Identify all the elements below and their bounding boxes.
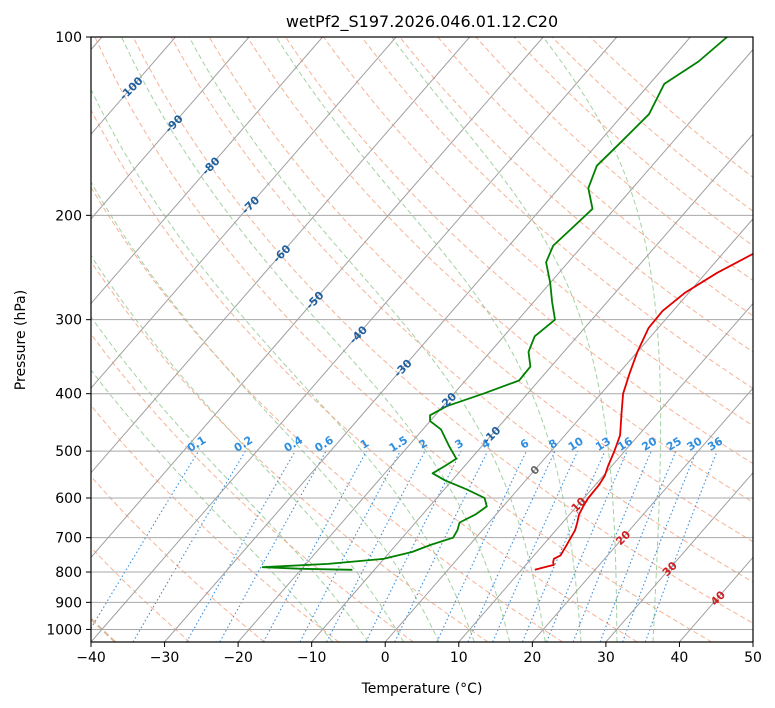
dry-adiabat-line xyxy=(132,37,753,624)
dewpoint-profile-line xyxy=(261,37,728,571)
dry-adiabat-line xyxy=(91,475,265,642)
isotherm-line xyxy=(91,37,544,559)
moist-adiabat-line xyxy=(91,315,369,642)
x-tick-label: 0 xyxy=(381,650,390,666)
y-tick-label: 200 xyxy=(55,208,82,224)
y-tick-label: 1000 xyxy=(46,622,82,638)
isotherm-line xyxy=(91,37,323,305)
y-tick-label: 800 xyxy=(55,565,82,581)
moist-adiabat-line xyxy=(542,37,662,642)
isotherm-line xyxy=(458,302,753,642)
isotherm-line xyxy=(384,218,753,642)
x-tick-label: 30 xyxy=(597,650,615,666)
mixing-ratio-line xyxy=(599,450,677,642)
mixing-ratio-line xyxy=(263,450,368,642)
plot-background xyxy=(91,37,753,642)
isotherm-line xyxy=(605,471,753,642)
dry-adiabat-line xyxy=(170,37,753,583)
y-tick-label: 600 xyxy=(55,491,82,507)
dry-adiabat-line xyxy=(91,404,340,642)
x-tick-label: 40 xyxy=(671,650,689,666)
x-tick-label: −10 xyxy=(297,650,327,666)
y-tick-label: 500 xyxy=(55,444,82,460)
x-tick-label: 10 xyxy=(450,650,468,666)
isotherm-line xyxy=(237,48,753,642)
isotherm-grid xyxy=(91,37,753,642)
dry-adiabat-line xyxy=(246,37,753,503)
mixing-ratio-line xyxy=(572,450,652,642)
moist-adiabat-line xyxy=(91,88,475,642)
mixing-ratio-line xyxy=(299,450,401,642)
y-tick-label: 900 xyxy=(55,595,82,611)
isotherm-line xyxy=(531,387,753,642)
plot-frame xyxy=(90,36,754,643)
moist-adiabat-line xyxy=(91,254,405,642)
dry-adiabat-line xyxy=(91,186,563,642)
y-tick-label: 100 xyxy=(55,30,82,46)
moist-adiabat-line xyxy=(188,37,546,642)
mixing-ratio-line xyxy=(91,450,199,630)
moist-adiabat-line xyxy=(121,37,511,642)
mixing-ratio-line xyxy=(546,450,628,642)
mixing-ratio-line xyxy=(521,450,606,642)
mixing-ratio-line xyxy=(365,450,462,642)
isotherm-line xyxy=(91,37,250,220)
x-tick-label: −30 xyxy=(150,650,180,666)
temperature-profile-line xyxy=(534,252,753,571)
isotherm-line xyxy=(91,37,397,389)
chart-title: wetPf2_S197.2026.046.01.12.C20 xyxy=(286,12,558,32)
y-tick-label: 300 xyxy=(55,313,82,329)
y-axis: 100 200 300 400 500 600 700 800 900 1000 xyxy=(46,30,91,638)
mixing-ratio-line xyxy=(622,450,697,642)
isotherm-line xyxy=(311,133,753,642)
mixing-ratio-line xyxy=(219,450,327,642)
y-tick-label: 400 xyxy=(55,387,82,403)
plot-area: 0.1 0.2 0.4 0.6 1 1.5 2 3 4 6 8 10 13 16 20 25 30 36-100-… xyxy=(91,37,753,642)
x-tick-label: 50 xyxy=(744,650,762,666)
moist-adiabat-line xyxy=(91,181,440,642)
x-tick-label: 20 xyxy=(523,650,541,666)
moist-adiabat-line xyxy=(91,369,334,642)
y-tick-label: 700 xyxy=(55,531,82,547)
isotherm-line xyxy=(91,37,618,642)
x-tick-label: −40 xyxy=(76,650,106,666)
x-tick-label: −20 xyxy=(223,650,253,666)
dry-adiabat-line xyxy=(91,260,489,642)
isobar-grid xyxy=(91,37,753,630)
dry-adiabat-line xyxy=(323,37,753,427)
y-axis-title: Pressure (hPa) xyxy=(13,290,29,390)
x-axis: −40 −30 −20 −10 0 10 20 30 40 50 xyxy=(76,642,762,666)
profile-series xyxy=(261,37,753,571)
isotherm-line xyxy=(91,37,471,474)
mixing-ratio-line xyxy=(644,450,718,642)
isotherm-line xyxy=(164,37,691,642)
x-axis-title: Temperature (°C) xyxy=(361,681,483,697)
